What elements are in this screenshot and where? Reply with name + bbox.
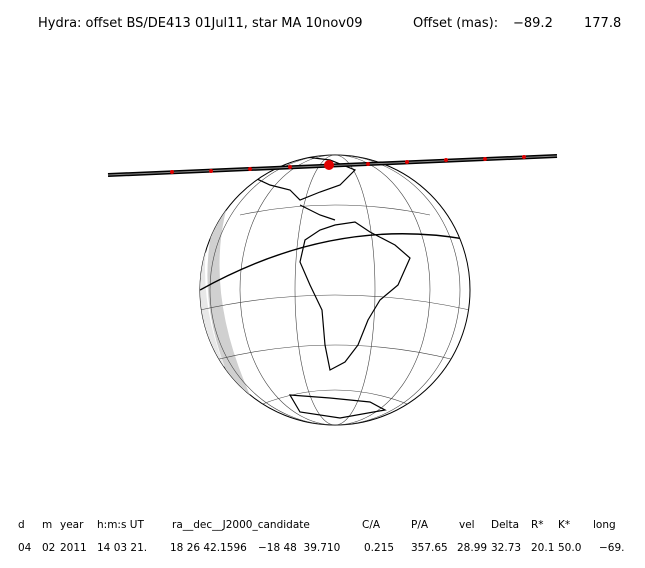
table-cell: 14 03 21.	[97, 542, 147, 554]
column-header: d	[18, 519, 25, 531]
title: Hydra: offset BS/DE413 01Jul11, star MA …	[38, 16, 363, 31]
column-header: vel	[459, 519, 475, 531]
column-header: R*	[531, 519, 544, 531]
column-header: Delta	[491, 519, 519, 531]
table-cell: 20.1	[531, 542, 554, 554]
column-header: year	[60, 519, 84, 531]
table-cell: 28.99	[457, 542, 487, 554]
column-header: m	[42, 519, 52, 531]
column-header: C/A	[362, 519, 381, 531]
column-header: h:m:s UT	[97, 519, 144, 531]
table-cell: 0.215	[364, 542, 394, 554]
table-cell: 02	[42, 542, 55, 554]
column-header: ra__dec__J2000_candidate	[172, 519, 310, 531]
table-cell: −69.	[599, 542, 625, 554]
table-cell: 50.0	[558, 542, 581, 554]
offset-label: Offset (mas):	[413, 16, 498, 31]
column-header: long	[593, 519, 616, 531]
offset-value: −89.2	[513, 16, 553, 31]
column-header: P/A	[411, 519, 429, 531]
table-cell: 2011	[60, 542, 87, 554]
table-cell: 04	[18, 542, 32, 554]
table-cell: −18 48 39.710	[258, 542, 340, 554]
table-cell: 357.65	[411, 542, 448, 554]
shadow-track	[107, 154, 558, 177]
table-cell: 32.73	[491, 542, 521, 554]
data-table: d m year h:m:s UT ra__dec__J2000_candidate C/…	[18, 519, 625, 554]
table-cell: 18 26 42.1596	[170, 542, 247, 554]
column-header: K*	[558, 519, 570, 531]
globe	[199, 154, 471, 426]
offset-value: 177.8	[584, 16, 621, 31]
